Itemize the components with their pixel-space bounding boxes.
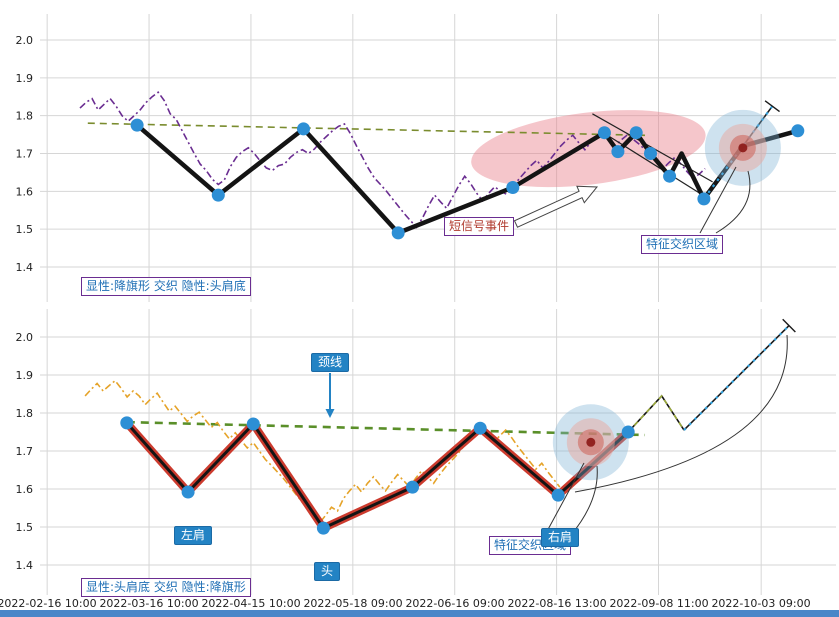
y-tick-label: 2.0 (16, 34, 34, 47)
pivot-marker (120, 416, 133, 429)
pivot-marker (598, 126, 611, 139)
pivot-marker (622, 426, 635, 439)
y-tick-label: 1.7 (16, 147, 34, 160)
x-tick-label: 2022-04-15 10:00 (201, 597, 300, 610)
pivot-marker (506, 181, 519, 194)
y-tick-label: 1.4 (16, 261, 34, 274)
x-tick-label: 2022-06-16 09:00 (405, 597, 504, 610)
pivot-marker (791, 124, 804, 137)
x-tick-label: 2022-02-16 10:00 (0, 597, 97, 610)
annotation-head: 头 (314, 562, 340, 581)
x-tick-label: 2022-09-08 11:00 (609, 597, 708, 610)
pivot-marker (663, 170, 676, 183)
weave-arrow-bottom (545, 463, 584, 535)
y-tick-label: 1.7 (16, 445, 34, 458)
y-tick-label: 1.8 (16, 110, 34, 123)
pivot-marker (644, 147, 657, 160)
pivot-marker (552, 489, 565, 502)
annotation-left-shoulder: 左肩 (174, 526, 212, 545)
y-tick-label: 2.0 (16, 331, 34, 344)
pivot-marker (474, 422, 487, 435)
pivot-marker (611, 145, 624, 158)
x-tick-label: 2022-08-16 13:00 (507, 597, 606, 610)
y-tick-label: 1.9 (16, 369, 34, 382)
y-tick-label: 1.4 (16, 559, 34, 572)
signal-event-arrow (515, 186, 598, 227)
y-tick-label: 1.5 (16, 521, 34, 534)
zigzag-bottom (127, 423, 628, 528)
bottom-bar (0, 610, 839, 617)
pivot-marker (406, 481, 419, 494)
annotation-weave-region-top: 特征交织区域 (641, 235, 723, 254)
pivot-marker (392, 226, 405, 239)
x-tick-label: 2022-03-16 10:00 (99, 597, 198, 610)
pattern-label-bottom: 显性:头肩底 交织 隐性:降旗形 (81, 578, 251, 597)
y-tick-label: 1.8 (16, 407, 34, 420)
annotation-right-shoulder: 右肩 (541, 528, 579, 547)
post-zigzag (628, 396, 684, 432)
y-tick-label: 1.9 (16, 72, 34, 85)
x-axis: 2022-02-16 10:002022-03-16 10:002022-04-… (0, 597, 839, 611)
pivot-marker (182, 486, 195, 499)
focus-blob-ring (586, 438, 595, 447)
pivot-marker (212, 189, 225, 202)
y-tick-label: 1.6 (16, 483, 34, 496)
pivot-marker (697, 192, 710, 205)
y-tick-label: 1.5 (16, 223, 34, 236)
chart-figure: 2.0 1.9 1.8 1.7 1.6 1.5 1.4 2.0 1.9 1.8 1.7 1.6 1.5 1… (0, 0, 839, 617)
pivot-marker (317, 522, 330, 535)
x-tick-label: 2022-05-18 09:00 (303, 597, 402, 610)
annotation-signal-event: 短信号事件 (444, 217, 514, 236)
y-tick-label: 1.6 (16, 185, 34, 198)
focus-blob-ring (738, 143, 747, 152)
x-tick-label: 2022-10-03 09:00 (711, 597, 810, 610)
highlight-ellipse (467, 98, 710, 198)
pivot-marker (247, 418, 260, 431)
pivot-marker (297, 122, 310, 135)
pivot-marker (131, 119, 144, 132)
chart-canvas: 2.0 1.9 1.8 1.7 1.6 1.5 1.4 2.0 1.9 1.8 1.7 1.6 1.5 1… (0, 0, 839, 617)
pivot-marker (630, 126, 643, 139)
breakout-tick (765, 101, 779, 112)
breakout-line (684, 326, 789, 431)
pattern-label-top: 显性:降旗形 交织 隐性:头肩底 (81, 277, 251, 296)
annotation-neckline: 颈线 (311, 353, 349, 372)
